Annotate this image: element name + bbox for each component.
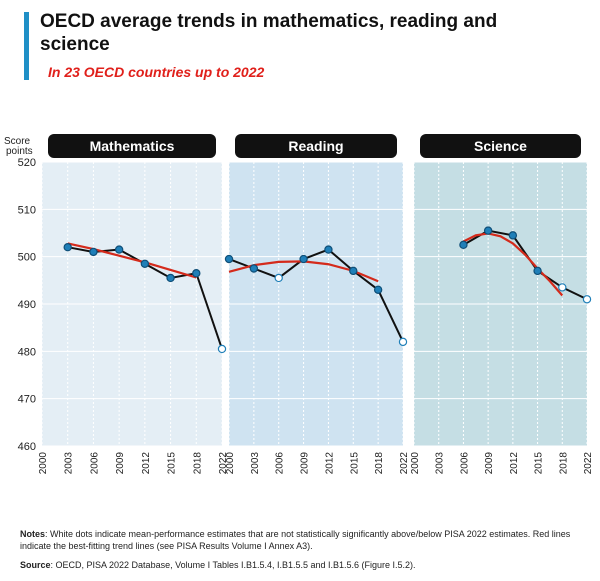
- title-accent-bar: [24, 12, 29, 80]
- x-tick-label: 2000: [410, 452, 421, 475]
- x-tick-label: 2000: [38, 452, 49, 475]
- data-point: [140, 259, 150, 268]
- data-point: [63, 242, 72, 252]
- x-tick-label: 2009: [300, 452, 311, 475]
- x-tick-label: 2009: [115, 452, 126, 475]
- x-tick-label: 2003: [435, 452, 446, 475]
- panel-title: Science: [474, 138, 527, 154]
- y-axis-title-unit: points: [6, 146, 33, 157]
- y-tick-label: 520: [18, 157, 36, 169]
- chart-subtitle: In 23 OECD countries up to 2022: [48, 64, 265, 80]
- y-tick-label: 510: [18, 204, 36, 216]
- y-axis-title: Score: [4, 136, 31, 147]
- data-point: [349, 266, 358, 276]
- x-tick-label: 2018: [192, 452, 203, 475]
- notes-label: Notes: [20, 529, 46, 539]
- x-tick-label: 2015: [167, 452, 178, 475]
- data-point: [582, 295, 592, 304]
- source-label: Source: [20, 560, 51, 570]
- data-point: [533, 266, 542, 276]
- chart-source: Source: OECD, PISA 2022 Database, Volume…: [20, 559, 590, 571]
- x-tick-label: 2006: [89, 452, 100, 475]
- chart-title: OECD average trends in mathematics, read…: [40, 11, 498, 55]
- y-tick-label: 460: [18, 441, 36, 453]
- y-tick-label: 470: [18, 394, 36, 406]
- x-tick-label: 2022: [583, 452, 594, 475]
- data-point: [459, 240, 468, 250]
- data-point: [299, 254, 308, 264]
- data-point: [89, 247, 98, 257]
- x-tick-label: 2003: [250, 452, 261, 475]
- x-tick-label: 2006: [459, 452, 470, 475]
- trend-line: [67, 242, 197, 279]
- data-point: [166, 273, 175, 283]
- x-tick-label: 2012: [509, 452, 520, 475]
- data-point: [508, 231, 518, 240]
- data-point: [324, 245, 333, 254]
- x-tick-label: 2012: [141, 452, 152, 475]
- x-tick-label: 2000: [225, 452, 236, 475]
- x-tick-label: 2009: [484, 452, 495, 475]
- y-tick-label: 490: [18, 299, 36, 311]
- x-tick-label: 2006: [275, 452, 286, 475]
- x-tick-label: 2022: [399, 452, 410, 475]
- panel-title: Reading: [288, 138, 343, 154]
- data-point: [217, 344, 227, 354]
- data-point: [373, 285, 383, 294]
- panel-tab-mathematics: [48, 134, 216, 158]
- notes-text: : White dots indicate mean-performance e…: [20, 529, 571, 551]
- x-tick-label: 2012: [324, 452, 335, 475]
- x-tick-label: 2022: [218, 452, 229, 475]
- y-tick-label: 480: [18, 346, 36, 358]
- panel-title: Mathematics: [90, 138, 175, 154]
- data-point: [192, 269, 201, 278]
- trend-line: [462, 232, 564, 297]
- panel-tab-reading: [235, 134, 397, 158]
- data-point: [274, 273, 283, 283]
- data-point: [558, 283, 567, 292]
- chart-notes: Notes: White dots indicate mean-performa…: [20, 528, 590, 552]
- source-text: : OECD, PISA 2022 Database, Volume I Tab…: [50, 560, 416, 570]
- x-tick-label: 2018: [374, 452, 385, 475]
- data-point: [114, 245, 124, 254]
- x-tick-label: 2015: [534, 452, 545, 475]
- series-line: [228, 248, 404, 343]
- data-point: [224, 254, 234, 264]
- data-point: [483, 226, 493, 235]
- x-tick-label: 2018: [558, 452, 569, 475]
- data-point: [249, 264, 259, 273]
- data-point: [398, 337, 408, 347]
- y-tick-label: 500: [18, 252, 36, 264]
- x-tick-label: 2003: [64, 452, 75, 475]
- x-tick-label: 2015: [349, 452, 360, 475]
- panel-tab-science: [420, 134, 581, 158]
